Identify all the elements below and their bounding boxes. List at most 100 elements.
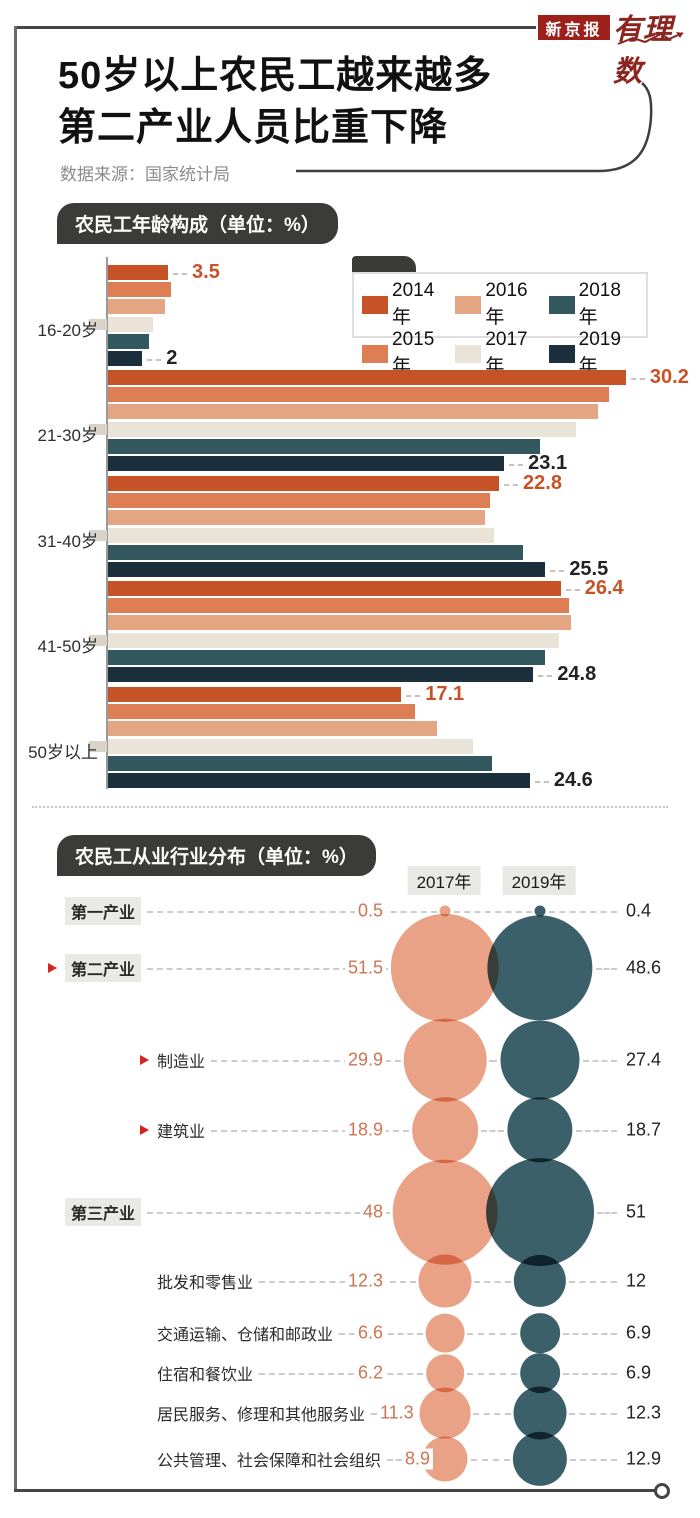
- value-leader-line: [630, 377, 645, 380]
- category-label: 21-30岁: [37, 425, 98, 445]
- bar-2016年: [108, 615, 572, 631]
- section-divider: [32, 806, 668, 808]
- value-2017: 6.2: [355, 1362, 387, 1384]
- marker-triangle-icon: [48, 963, 57, 973]
- bubble-2017: [439, 905, 451, 917]
- legend-swatch: [455, 295, 482, 314]
- bar-2017年: [108, 421, 577, 437]
- value-2019: 18.7: [623, 1119, 665, 1141]
- category-tick: [89, 740, 107, 752]
- line-chart-arrow-icon: [617, 32, 684, 45]
- category-tick: [89, 529, 107, 541]
- legend-swatch: [362, 344, 388, 363]
- value-leader-line: [504, 483, 519, 486]
- leader-line: [474, 1281, 511, 1283]
- bar-value-label: 25.5: [569, 557, 609, 580]
- bubble-2017: [390, 913, 500, 1023]
- column-logo-text: 有理数: [613, 14, 674, 88]
- value-leader-line: [534, 780, 549, 783]
- bar-2014年: [108, 687, 402, 702]
- leader-line: [453, 911, 532, 913]
- leader-line: [569, 1281, 617, 1283]
- bar-value-label: 26.4: [584, 576, 624, 599]
- bubble-2019: [486, 1158, 594, 1266]
- bar-2017年: [108, 738, 474, 754]
- bar-2019年: [108, 456, 505, 471]
- value-2017: 51.5: [345, 957, 387, 979]
- value-2017: 6.6: [355, 1322, 387, 1344]
- bar-2015年: [108, 282, 172, 298]
- bar-2015年: [108, 493, 491, 509]
- leader-line: [467, 1333, 518, 1335]
- leader-line: [147, 968, 388, 970]
- bar-2014年: [108, 265, 169, 280]
- legend-item: 2014年: [362, 280, 451, 329]
- value-2019: 0.4: [623, 900, 655, 922]
- bar-2018年: [108, 438, 541, 454]
- bar-2019年: [108, 562, 546, 577]
- industry-chart-title: 农民工从业行业分布（单位：%）: [57, 835, 376, 876]
- value-leader-line: [147, 358, 162, 361]
- bar-2017年: [108, 527, 494, 543]
- value-leader-line: [509, 463, 524, 466]
- category-tick: [89, 423, 107, 435]
- legend-label: 2018年: [578, 280, 621, 328]
- bar-2018年: [108, 544, 524, 560]
- value-2019: 6.9: [623, 1362, 655, 1384]
- industry-chart-title-badge: 农民工从业行业分布（单位：%）: [57, 835, 376, 876]
- leader-line: [259, 1373, 424, 1375]
- bubble-2019: [512, 1431, 568, 1487]
- leader-line: [596, 1212, 617, 1214]
- bar-2014年: [108, 581, 561, 596]
- age-bar-chart: 16-20岁 3.5 2 21-30岁 30.2 23.1 31-40岁 22.8 25.5 41…: [28, 261, 689, 791]
- legend-item: 2016年: [455, 280, 544, 329]
- legend-swatch: [455, 344, 482, 363]
- category-tick: [89, 318, 107, 330]
- value-leader-line: [406, 694, 421, 697]
- industry-row-label: 公共管理、社会保障和社会组织: [157, 1453, 382, 1470]
- bar-2015年: [108, 387, 609, 403]
- bar-2016年: [108, 299, 165, 315]
- bubble-2017: [403, 1018, 487, 1102]
- industry-row-label: 第二产业: [65, 954, 142, 982]
- masthead-logo: 新京报: [538, 15, 610, 40]
- value-2017: 18.9: [345, 1119, 387, 1141]
- page-title-line1: 50岁以上农民工越来越多: [58, 55, 493, 97]
- column-header-2017: 2017年: [407, 866, 481, 895]
- bubble-2019: [520, 1313, 560, 1353]
- leader-line: [575, 1130, 617, 1132]
- frame-bottom-line: [14, 1489, 656, 1492]
- bar-2014年: [108, 476, 500, 491]
- leader-line: [489, 1060, 498, 1062]
- bar-2017年: [108, 316, 153, 332]
- value-leader-line: [565, 588, 580, 591]
- value-2017: 11.3: [377, 1402, 417, 1424]
- bubble-2017: [412, 1097, 478, 1163]
- bar-value-label: 30.2: [649, 365, 689, 388]
- bubble-2019: [487, 915, 593, 1021]
- industry-row-label: 第三产业: [65, 1198, 142, 1226]
- value-2019: 12.9: [623, 1448, 665, 1470]
- category-label: 31-40岁: [37, 531, 98, 551]
- value-leader-line: [173, 272, 188, 275]
- legend-tab: [352, 256, 416, 276]
- industry-row-label: 住宿和餐饮业: [157, 1367, 254, 1384]
- value-2017: 0.5: [355, 900, 387, 922]
- industry-row-label: 第一产业: [65, 897, 142, 925]
- bar-2017年: [108, 632, 560, 648]
- frame-left-line: [14, 26, 17, 1492]
- bar-value-label: 24.8: [557, 662, 597, 685]
- bar-2018年: [108, 649, 546, 665]
- leader-line: [562, 1373, 617, 1375]
- age-chart-title-badge: 农民工年龄构成（单位：%）: [57, 203, 338, 244]
- industry-row-label: 交通运输、仓储和邮政业: [157, 1327, 334, 1344]
- bubble-2017: [425, 1313, 465, 1353]
- age-chart-title: 农民工年龄构成（单位：%）: [57, 203, 338, 244]
- bar-2019年: [108, 667, 534, 682]
- bar-2018年: [108, 333, 150, 349]
- industry-row-label: 建筑业: [157, 1124, 206, 1141]
- leader-line: [548, 911, 617, 913]
- y-axis-line: [106, 257, 108, 789]
- bar-2015年: [108, 704, 415, 720]
- bar-2015年: [108, 598, 570, 614]
